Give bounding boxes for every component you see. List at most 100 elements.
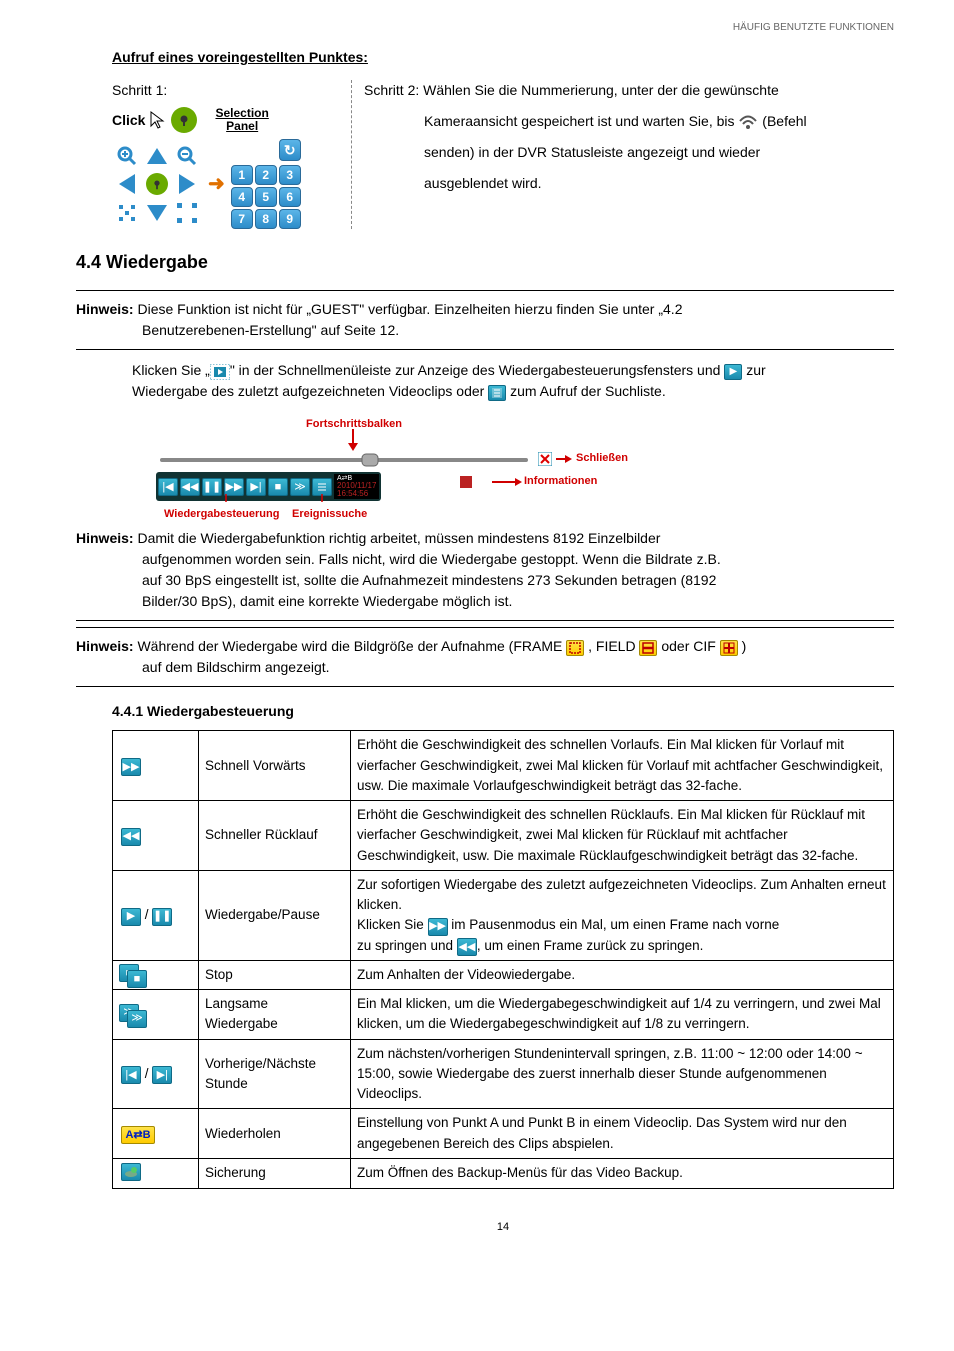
suche-label: Ereignissuche bbox=[292, 506, 367, 523]
stop-icon[interactable]: ■ bbox=[268, 478, 288, 496]
num-8[interactable]: 8 bbox=[255, 209, 277, 229]
backup-icon[interactable] bbox=[121, 1163, 141, 1181]
hinweis2-d: auf 30 BpS eingestellt ist, sollte die A… bbox=[142, 570, 894, 591]
rewind-icon[interactable]: ◀◀ bbox=[180, 478, 200, 496]
frame-icon bbox=[566, 640, 584, 656]
stop-icon[interactable]: ■ bbox=[127, 970, 147, 988]
stop-icon-stack: ■ ■ bbox=[121, 966, 141, 984]
hinweis-3: Hinweis: Während der Wiedergabe wird die… bbox=[76, 636, 894, 678]
prev-hour-icon[interactable]: |◀ bbox=[158, 478, 178, 496]
row-desc: Einstellung von Punkt A und Punkt B in e… bbox=[351, 1109, 894, 1159]
cif-icon bbox=[720, 640, 738, 656]
arrow-cursor-icon bbox=[149, 110, 167, 130]
wifi-icon bbox=[738, 114, 758, 130]
joystick-icon-center bbox=[142, 171, 171, 198]
schritt2-col: Schritt 2: Wählen Sie die Nummerierung, … bbox=[352, 80, 894, 229]
click-label: Click bbox=[112, 110, 145, 131]
joystick-icon bbox=[171, 107, 197, 133]
divider bbox=[76, 620, 894, 621]
slow-icon[interactable]: ≫ bbox=[290, 478, 310, 496]
num-6[interactable]: 6 bbox=[279, 187, 301, 207]
close-icon[interactable] bbox=[538, 452, 552, 466]
search-list-icon[interactable] bbox=[488, 385, 506, 401]
divider bbox=[76, 349, 894, 350]
panel-diagram: ➜ ↻ 1 2 3 4 5 6 7 8 9 bbox=[112, 139, 339, 229]
table-row: ▶▶ Schnell Vorwärts Erhöht die Geschwind… bbox=[113, 731, 894, 801]
row-label: LangsameWiedergabe bbox=[199, 990, 351, 1040]
arrow-right-icon: ➜ bbox=[208, 169, 225, 199]
num-4[interactable]: 4 bbox=[231, 187, 253, 207]
hinweis3-f: auf dem Bildschirm angezeigt. bbox=[142, 657, 894, 678]
schritt2-line1: Schritt 2: Wählen Sie die Nummerierung, … bbox=[364, 80, 882, 101]
row-desc: Erhöht die Geschwindigkeit des schnellen… bbox=[351, 731, 894, 801]
klicken-block: Klicken Sie „" in der Schnellmenüleiste … bbox=[132, 356, 884, 406]
hinweis2-e: Bilder/30 BpS), damit eine korrekte Wied… bbox=[142, 591, 894, 612]
step-back-icon[interactable]: ◀◀ bbox=[457, 938, 477, 956]
row-label: Wiederholen bbox=[199, 1109, 351, 1159]
left-arrow-icon bbox=[112, 171, 141, 198]
num-9[interactable]: 9 bbox=[279, 209, 301, 229]
row-label: Stop bbox=[199, 960, 351, 989]
prev-hour-icon[interactable]: |◀ bbox=[121, 1066, 141, 1084]
num-2[interactable]: 2 bbox=[255, 165, 277, 185]
dotted-play-icon bbox=[210, 364, 230, 380]
rewind-icon[interactable]: ◀◀ bbox=[121, 828, 141, 846]
focus-far-icon bbox=[173, 199, 202, 226]
num-5[interactable]: 5 bbox=[255, 187, 277, 207]
pause-icon[interactable]: ❚❚ bbox=[152, 908, 172, 926]
hinweis-1-body: Benutzerebenen-Erstellung" auf Seite 12. bbox=[142, 320, 894, 341]
refresh-button[interactable]: ↻ bbox=[279, 139, 301, 161]
focus-near-icon bbox=[112, 199, 141, 226]
ptz-grid bbox=[112, 142, 202, 226]
click-row: Click Selection Panel bbox=[112, 107, 339, 133]
record-indicator bbox=[460, 476, 472, 488]
fastfwd-icon[interactable]: ▶▶ bbox=[224, 478, 244, 496]
hinweis2-c: aufgenommen worden sein. Falls nicht, wi… bbox=[142, 549, 894, 570]
right-arrow-icon bbox=[173, 171, 202, 198]
play-icon[interactable]: ▶ bbox=[121, 908, 141, 926]
table-row: Sicherung Zum Öffnen des Backup-Menüs fü… bbox=[113, 1158, 894, 1188]
slow-icon-stack: ≫ ≫ bbox=[121, 1006, 141, 1024]
click-wrap: Click bbox=[112, 107, 197, 133]
num-1[interactable]: 1 bbox=[231, 165, 253, 185]
schliessen-label: Schließen bbox=[576, 450, 628, 467]
zoom-in-icon bbox=[112, 142, 141, 169]
row-desc: Zur sofortigen Wiedergabe des zuletzt au… bbox=[351, 870, 894, 960]
down-arrow-icon bbox=[142, 199, 171, 226]
divider bbox=[76, 627, 894, 628]
section-4-4-heading: 4.4 Wiedergabe bbox=[76, 249, 894, 276]
row-desc: Ein Mal klicken, um die Wiedergabegeschw… bbox=[351, 990, 894, 1040]
row-desc: Zum nächsten/vorherigen Stundenintervall… bbox=[351, 1039, 894, 1109]
row-desc: Erhöht die Geschwindigkeit des schnellen… bbox=[351, 801, 894, 871]
schritt2-line4: ausgeblendet wird. bbox=[424, 173, 882, 194]
search-icon[interactable] bbox=[312, 478, 332, 496]
row-label: Schneller Rücklauf bbox=[199, 801, 351, 871]
arrow-right-icon bbox=[556, 454, 572, 464]
info-label: Informationen bbox=[524, 473, 597, 490]
next-hour-icon[interactable]: ▶| bbox=[246, 478, 266, 496]
slow-icon[interactable]: ≫ bbox=[127, 1010, 147, 1028]
sub-441-heading: 4.4.1 Wiedergabesteuerung bbox=[112, 701, 894, 722]
page-header-right: HÄUFIG BENUTZTE FUNKTIONEN bbox=[112, 20, 894, 35]
pause-icon[interactable]: ❚❚ bbox=[202, 478, 222, 496]
schritt-row: Schritt 1: Click Selection Panel bbox=[112, 80, 894, 229]
schritt1-col: Schritt 1: Click Selection Panel bbox=[112, 80, 352, 229]
schritt2-line2: Kameraansicht gespeichert ist und warten… bbox=[424, 111, 882, 132]
num-3[interactable]: 3 bbox=[279, 165, 301, 185]
table-row: A⇄B Wiederholen Einstellung von Punkt A … bbox=[113, 1109, 894, 1159]
fast-forward-icon[interactable]: ▶▶ bbox=[121, 758, 141, 776]
table-row: ■ ■ Stop Zum Anhalten der Videowiedergab… bbox=[113, 960, 894, 989]
playback-diagram: Fortschrittsbalken Schließen |◀ ◀◀ ❚❚ ▶▶… bbox=[156, 416, 894, 520]
num-7[interactable]: 7 bbox=[231, 209, 253, 229]
schritt1-label: Schritt 1: bbox=[112, 80, 339, 101]
table-row: |◀ / ▶| Vorherige/NächsteStunde Zum näch… bbox=[113, 1039, 894, 1109]
progress-bar[interactable] bbox=[156, 452, 532, 468]
divider bbox=[76, 290, 894, 291]
play-icon[interactable]: ▶ bbox=[724, 364, 742, 380]
arrow-right-icon bbox=[492, 477, 522, 487]
numpad-panel: ↻ 1 2 3 4 5 6 7 8 9 bbox=[231, 139, 301, 229]
row-label: Sicherung bbox=[199, 1158, 351, 1188]
next-hour-icon[interactable]: ▶| bbox=[152, 1066, 172, 1084]
step-fwd-icon[interactable]: ▶▶ bbox=[428, 918, 448, 936]
ab-repeat-icon[interactable]: A⇄B bbox=[121, 1126, 155, 1144]
